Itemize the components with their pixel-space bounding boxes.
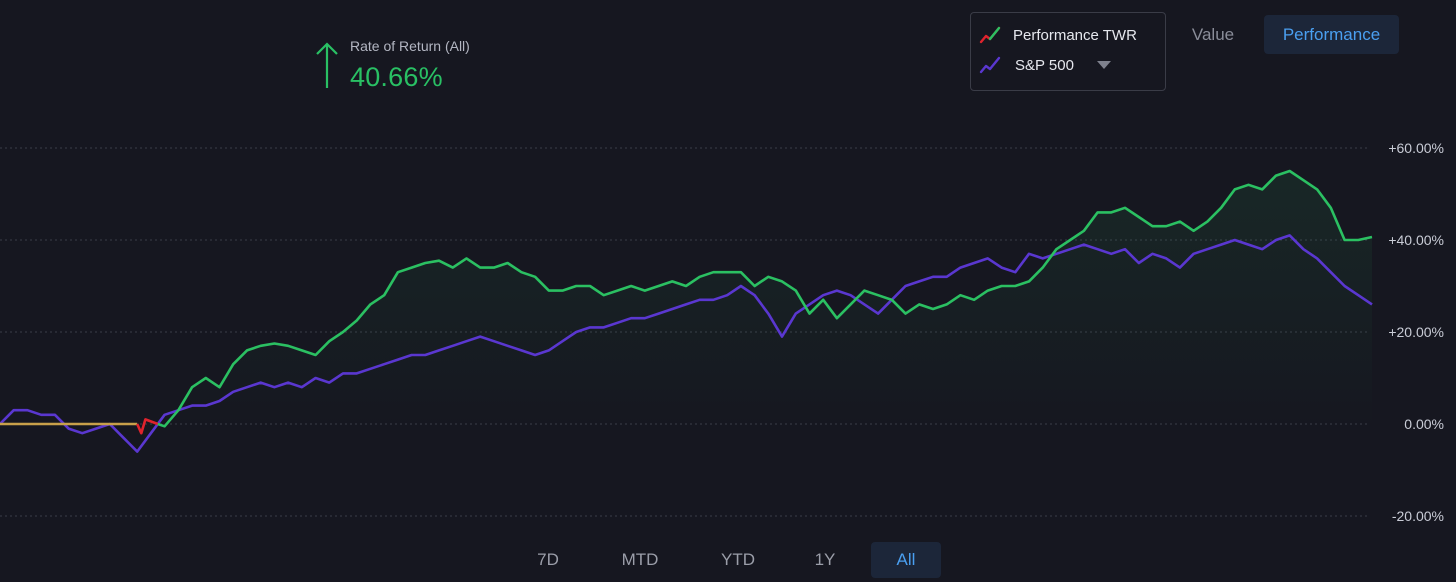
portfolio-series-line bbox=[157, 169, 1373, 428]
arrow-up-icon bbox=[316, 42, 338, 88]
trend-line-icon bbox=[979, 56, 1001, 74]
y-tick-label: +40.00% bbox=[1388, 232, 1444, 248]
range-7d-button[interactable]: 7D bbox=[537, 550, 559, 569]
legend-item-portfolio[interactable]: Performance TWR bbox=[979, 25, 1137, 45]
rate-of-return-label: Rate of Return (All) bbox=[350, 38, 470, 54]
benchmark-dropdown-caret-icon[interactable] bbox=[1097, 61, 1111, 69]
y-tick-label: 0.00% bbox=[1404, 416, 1444, 432]
benchmark-series-line bbox=[0, 234, 1373, 453]
view-value-button[interactable]: Value bbox=[1191, 25, 1235, 44]
range-1y-button[interactable]: 1Y bbox=[814, 550, 836, 569]
y-tick-label: -20.00% bbox=[1392, 508, 1444, 524]
legend-label-portfolio: Performance TWR bbox=[1013, 26, 1137, 44]
rate-of-return-value: 40.66% bbox=[350, 62, 443, 92]
trend-line-icon bbox=[979, 26, 1001, 44]
y-tick-label: +20.00% bbox=[1388, 324, 1444, 340]
range-all-button[interactable]: All bbox=[871, 542, 941, 578]
legend-label-benchmark: S&P 500 bbox=[1015, 56, 1074, 74]
view-performance-button[interactable]: Performance bbox=[1264, 15, 1399, 54]
range-ytd-button[interactable]: YTD bbox=[721, 550, 755, 569]
portfolio-negative-segment bbox=[136, 418, 159, 435]
portfolio-area-fill bbox=[157, 171, 1372, 427]
y-tick-label: +60.00% bbox=[1388, 140, 1444, 156]
range-mtd-button[interactable]: MTD bbox=[621, 550, 659, 569]
legend: Performance TWR S&P 500 bbox=[970, 12, 1166, 91]
legend-item-benchmark[interactable]: S&P 500 bbox=[979, 55, 1074, 75]
